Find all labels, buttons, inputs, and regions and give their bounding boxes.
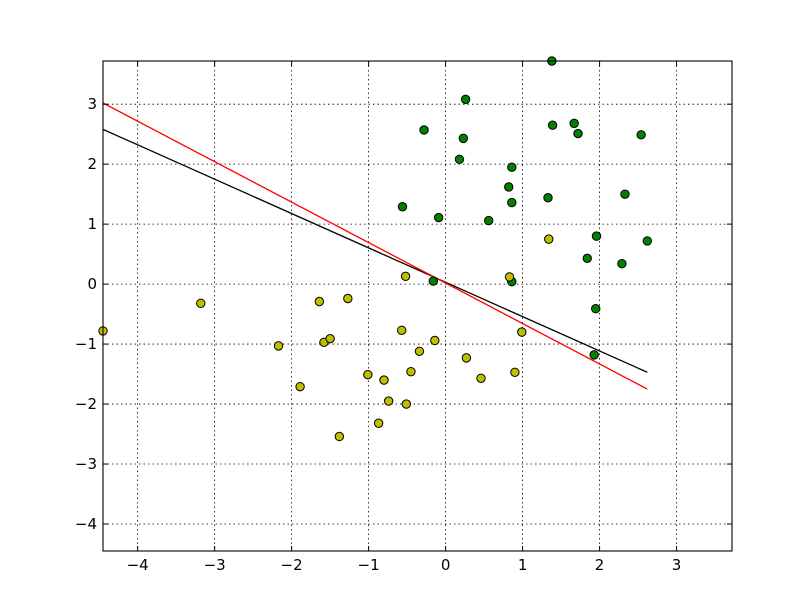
- y-tick-label: −1: [75, 335, 97, 353]
- yellow-point: [196, 298, 206, 309]
- green-point: [507, 162, 517, 172]
- green-point: [504, 182, 514, 192]
- yellow-point: [397, 325, 407, 335]
- yellow-point: [517, 327, 527, 337]
- y-tick-label: 1: [87, 215, 97, 233]
- x-tick-label: 1: [518, 556, 528, 574]
- yellow-point: [383, 396, 394, 406]
- green-point: [543, 193, 553, 203]
- yellow-point: [400, 271, 411, 282]
- yellow-point: [414, 346, 425, 356]
- y-tick-label: −2: [75, 395, 97, 413]
- y-tick-label: 2: [87, 155, 97, 173]
- green-point: [642, 236, 653, 246]
- x-tick-label: 0: [441, 556, 451, 574]
- green-point: [617, 259, 627, 269]
- x-tick-label: 3: [672, 556, 682, 574]
- green-point: [547, 120, 558, 130]
- green-point: [460, 94, 471, 105]
- decision-lines: [102, 102, 648, 390]
- red-separator-line: [102, 102, 648, 390]
- yellow-point: [504, 272, 515, 282]
- yellow-point: [401, 399, 412, 409]
- yellow-point: [430, 335, 440, 346]
- y-tick-label: 3: [87, 95, 97, 113]
- yellow-point: [461, 353, 472, 363]
- data-points: [98, 56, 653, 442]
- yellow-point: [273, 341, 284, 351]
- green-point: [636, 130, 646, 140]
- yellow-point: [544, 234, 554, 244]
- green-point: [458, 133, 469, 144]
- yellow-point: [325, 333, 335, 344]
- yellow-point: [373, 418, 384, 428]
- yellow-point: [295, 381, 305, 392]
- green-point: [507, 197, 517, 208]
- green-point: [433, 212, 444, 223]
- green-point: [573, 128, 583, 139]
- x-tick-label: 2: [595, 556, 605, 574]
- y-tick-label: −4: [75, 515, 97, 533]
- green-point: [591, 303, 601, 314]
- green-point: [454, 154, 465, 165]
- yellow-point: [379, 375, 389, 385]
- axis-ticks: −4 −3 −2 −1 0 1 2 3 −4 −3 −2 −1 0 1 2 3: [75, 61, 732, 574]
- yellow-point: [406, 366, 416, 377]
- green-point: [582, 253, 592, 264]
- green-point: [397, 202, 408, 212]
- grid: [103, 61, 732, 551]
- x-tick-label: −4: [127, 556, 149, 574]
- yellow-point: [510, 367, 520, 377]
- yellow-point: [476, 373, 486, 383]
- yellow-point: [363, 369, 373, 380]
- plot-frame: [102, 60, 733, 552]
- y-tick-label: −3: [75, 455, 97, 473]
- y-tick-label: 0: [87, 275, 97, 293]
- x-tick-label: −2: [281, 556, 303, 574]
- green-point: [484, 215, 494, 226]
- x-tick-label: −3: [204, 556, 226, 574]
- black-separator-line: [102, 128, 648, 373]
- x-tick-label: −1: [358, 556, 380, 574]
- green-point: [591, 231, 602, 241]
- green-point: [620, 189, 630, 199]
- green-point: [419, 125, 429, 135]
- yellow-point: [343, 293, 353, 304]
- yellow-point: [314, 296, 325, 307]
- green-point: [589, 350, 599, 360]
- green-point: [569, 118, 579, 129]
- yellow-point: [334, 431, 345, 442]
- green-point: [428, 276, 438, 286]
